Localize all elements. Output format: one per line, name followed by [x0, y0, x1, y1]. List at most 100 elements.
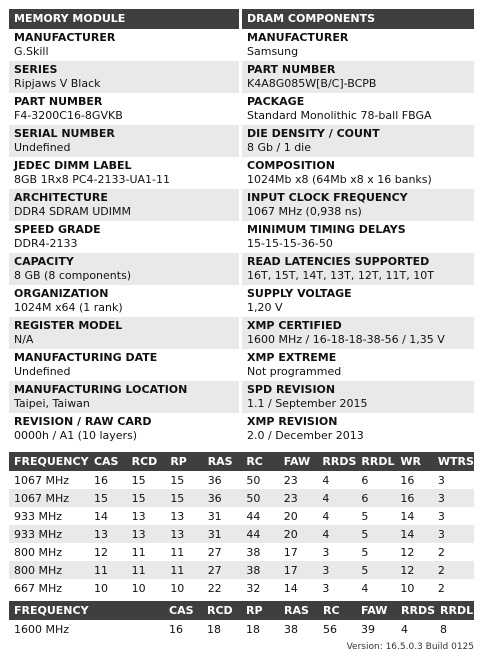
table-cell: 1067 MHz [9, 471, 89, 489]
field-label: XMP EXTREME [247, 351, 337, 364]
column-header: RP [241, 601, 279, 620]
table-cell: 12 [395, 561, 433, 579]
field-value: DDR4-2133 [14, 237, 78, 250]
dram-field: MINIMUM TIMING DELAYS 15-15-15-36-50 [242, 221, 474, 253]
field-value: Samsung [247, 45, 299, 58]
table-cell: 6 [356, 471, 396, 489]
table-cell: 6 [356, 489, 396, 507]
column-header: FREQUENCY [9, 601, 164, 620]
table-cell: 16 [395, 471, 433, 489]
module-field: ARCHITECTURE DDR4 SDRAM UDIMM [9, 189, 239, 221]
table-cell: 10 [88, 579, 127, 597]
column-header: FAW [356, 601, 396, 620]
table-cell: 36 [202, 489, 242, 507]
column-header: RC [318, 601, 356, 620]
field-value: Taipei, Taiwan [14, 397, 90, 410]
module-field: PART NUMBER F4-3200C16-8GVKB [9, 93, 239, 125]
module-field: JEDEC DIMM LABEL 8GB 1Rx8 PC4-2133-UA1-11 [9, 157, 239, 189]
table-cell: 3 [432, 489, 474, 507]
module-field: SERIAL NUMBER Undefined [9, 125, 239, 157]
column-header: WR [395, 452, 433, 471]
table-row: 933 MHz 13 13 13 31 44 20 4 5 14 3 [9, 525, 474, 543]
field-value: 1.1 / September 2015 [247, 397, 368, 410]
info-row: SERIES Ripjaws V Black PART NUMBER K4A8G085… [9, 61, 474, 93]
field-value: 1067 MHz (0,938 ns) [247, 205, 362, 218]
module-field: SERIES Ripjaws V Black [9, 61, 239, 93]
table-cell: 38 [241, 561, 279, 579]
info-row: MANUFACTURING DATE Undefined XMP EXTREME No… [9, 349, 474, 381]
table-cell: 800 MHz [9, 543, 89, 561]
table-cell: 15 [165, 471, 203, 489]
table-cell: 11 [165, 561, 203, 579]
table-cell: 18 [241, 620, 279, 638]
field-label: JEDEC DIMM LABEL [14, 159, 132, 172]
table-cell: 27 [202, 561, 242, 579]
field-value: 8GB 1Rx8 PC4-2133-UA1-11 [14, 173, 170, 186]
table-cell: 56 [318, 620, 356, 638]
field-label: READ LATENCIES SUPPORTED [247, 255, 430, 268]
table-cell: 1067 MHz [9, 489, 89, 507]
field-value: 16T, 15T, 14T, 13T, 12T, 11T, 10T [247, 269, 434, 282]
table-cell: 38 [241, 543, 279, 561]
table-cell: 11 [126, 561, 166, 579]
field-value: F4-3200C16-8GVKB [14, 109, 123, 122]
table-cell: 13 [165, 507, 203, 525]
info-row: REVISION / RAW CARD 0000h / A1 (10 layers… [9, 413, 474, 445]
field-label: ORGANIZATION [14, 287, 109, 300]
info-row: PART NUMBER F4-3200C16-8GVKB PACKAGE Standa… [9, 93, 474, 125]
table-cell: 16 [88, 471, 127, 489]
table-row: 1067 MHz 15 15 15 36 50 23 4 6 16 3 [9, 489, 474, 507]
module-field: SPEED GRADE DDR4-2133 [9, 221, 239, 253]
field-label: CAPACITY [14, 255, 74, 268]
table-cell: 39 [356, 620, 396, 638]
info-row: MANUFACTURER G.Skill MANUFACTURER Samsung [9, 29, 474, 61]
field-value: 1600 MHz / 16-18-18-38-56 / 1,35 V [247, 333, 445, 346]
field-label: XMP CERTIFIED [247, 319, 342, 332]
jedec-timing-table: FREQUENCY CAS RCD RP RAS RC FAW RRDS RRDL WR WTRS … [9, 452, 474, 597]
table-cell: 17 [278, 561, 318, 579]
table-row: 933 MHz 14 13 13 31 44 20 4 5 14 3 [9, 507, 474, 525]
table-cell: 13 [165, 525, 203, 543]
field-value: Undefined [14, 365, 71, 378]
table-cell: 13 [126, 525, 166, 543]
table-cell: 800 MHz [9, 561, 89, 579]
column-header: RAS [202, 452, 242, 471]
table-cell: 667 MHz [9, 579, 89, 597]
column-header: RCD [202, 601, 241, 620]
table-cell: 2 [432, 543, 474, 561]
field-value: DDR4 SDRAM UDIMM [14, 205, 131, 218]
table-cell: 15 [126, 489, 166, 507]
table-cell: 5 [356, 507, 396, 525]
info-row: ARCHITECTURE DDR4 SDRAM UDIMM INPUT CLOCK … [9, 189, 474, 221]
field-label: COMPOSITION [247, 159, 335, 172]
info-row: SPEED GRADE DDR4-2133 MINIMUM TIMING DELAY… [9, 221, 474, 253]
field-label: MANUFACTURING DATE [14, 351, 158, 364]
column-header: RRDL [435, 601, 474, 620]
module-field: CAPACITY 8 GB (8 components) [9, 253, 239, 285]
table-cell: 32 [241, 579, 279, 597]
column-header: RCD [126, 452, 166, 471]
table-cell: 3 [317, 561, 357, 579]
field-value: 0000h / A1 (10 layers) [14, 429, 138, 442]
field-value: 1024M x64 (1 rank) [14, 301, 123, 314]
table-cell: 10 [126, 579, 166, 597]
field-value: Standard Monolithic 78-ball FBGA [247, 109, 432, 122]
table-cell: 4 [356, 579, 396, 597]
table-cell: 18 [202, 620, 241, 638]
dram-field: PACKAGE Standard Monolithic 78-ball FBGA [242, 93, 474, 125]
table-cell: 15 [165, 489, 203, 507]
table-cell: 2 [432, 561, 474, 579]
table-cell: 933 MHz [9, 507, 89, 525]
table-cell: 5 [356, 525, 396, 543]
column-header: RAS [279, 601, 318, 620]
table-cell: 4 [317, 489, 357, 507]
field-label: MANUFACTURING LOCATION [14, 383, 188, 396]
module-field: MANUFACTURER G.Skill [9, 29, 239, 61]
field-value: 15-15-15-36-50 [247, 237, 333, 250]
table-cell: 8 [435, 620, 474, 638]
table-cell: 27 [202, 543, 242, 561]
field-label: PACKAGE [247, 95, 305, 108]
table-cell: 13 [126, 507, 166, 525]
field-value: G.Skill [14, 45, 49, 58]
table-cell: 5 [356, 543, 396, 561]
